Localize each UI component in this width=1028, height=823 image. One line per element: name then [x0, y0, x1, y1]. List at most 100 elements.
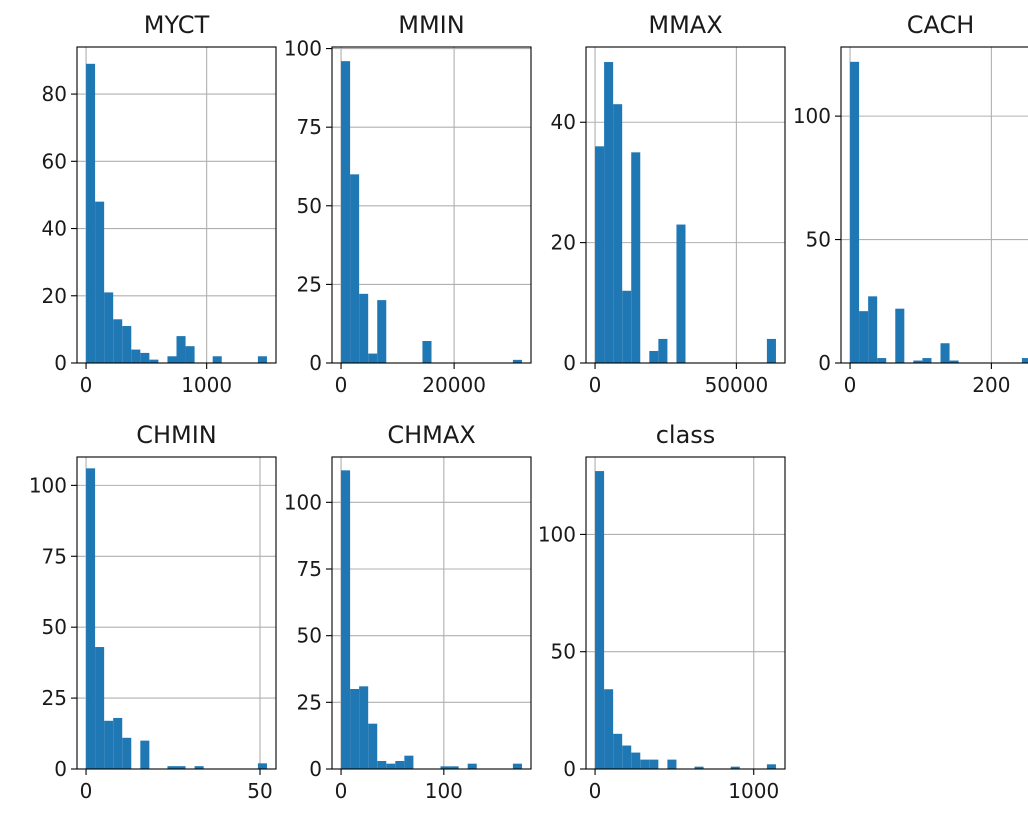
y-tick-label: 100 — [284, 490, 322, 514]
histogram-bar — [404, 755, 414, 769]
histogram-bar — [913, 360, 923, 363]
histogram-bar — [140, 352, 150, 363]
histogram-bar — [850, 61, 860, 363]
x-tick-label: 50 — [247, 779, 272, 803]
histogram-bar — [613, 104, 623, 363]
y-tick-label: 60 — [42, 149, 67, 173]
histogram-bar — [131, 349, 141, 363]
x-tick-label: 1000 — [728, 779, 779, 803]
x-tick-label: 200 — [972, 373, 1010, 397]
subplot-title: CACH — [907, 11, 975, 39]
histogram-bar — [422, 340, 432, 363]
y-tick-label: 0 — [309, 351, 322, 375]
x-tick-label: 0 — [80, 373, 93, 397]
y-tick-label: 25 — [297, 272, 322, 296]
y-tick-label: 100 — [538, 522, 576, 546]
y-tick-label: 80 — [42, 82, 67, 106]
histogram-bar — [868, 296, 878, 363]
histogram-bar — [341, 470, 351, 769]
histogram-bar — [622, 290, 632, 363]
histogram-bar — [167, 766, 177, 769]
histogram-bar — [350, 689, 360, 769]
x-tick-label: 0 — [335, 373, 348, 397]
y-tick-label: 50 — [297, 194, 322, 218]
subplot-title: CHMAX — [387, 421, 475, 449]
subplot-cach: 0 200 0 50 100 CACH — [793, 11, 1028, 397]
y-tick-label: 25 — [42, 686, 67, 710]
histogram-bar — [604, 62, 614, 364]
histogram-bar — [257, 356, 267, 363]
histogram-bar — [257, 763, 267, 769]
histogram-bar — [86, 468, 96, 769]
histogram-bar — [140, 740, 150, 769]
histogram-bar — [631, 152, 641, 363]
axes-frame — [840, 46, 1028, 364]
histogram-bar — [440, 766, 450, 769]
y-tick-label: 0 — [309, 757, 322, 781]
x-tick-label: 0 — [335, 779, 348, 803]
histogram-bar — [859, 311, 869, 363]
histogram-bar — [640, 759, 650, 769]
histogram-bar — [622, 745, 632, 769]
histogram-bar — [341, 61, 351, 363]
y-tick-label: 50 — [551, 640, 576, 664]
histogram-bar — [185, 346, 195, 363]
histogram-bar — [940, 343, 950, 363]
histogram-bar — [359, 293, 369, 363]
axes-frame — [585, 46, 786, 364]
histogram-bar — [113, 319, 123, 363]
histogram-bar — [122, 737, 132, 769]
histogram-bar — [467, 763, 477, 769]
histogram-bar — [922, 358, 932, 363]
histogram-bar — [395, 761, 405, 769]
histogram-bar — [449, 766, 459, 769]
histogram-bar — [595, 471, 605, 769]
y-tick-label: 0 — [563, 757, 576, 781]
histogram-bar — [167, 356, 177, 363]
subplot-class: 0 1000 0 50 100 class — [538, 421, 786, 803]
histogram-bar — [386, 763, 396, 769]
subplot-mmax: 0 50000 0 20 40 MMAX — [551, 11, 786, 397]
histogram-bar — [649, 350, 659, 363]
histogram-bar — [877, 358, 887, 363]
axes-frame — [76, 456, 277, 770]
axes-frame — [585, 456, 786, 770]
histogram-bar — [1021, 358, 1028, 363]
subplot-chmax: 0 100 0 25 50 75 100 CHMAX — [284, 421, 532, 803]
histogram-bar — [104, 720, 114, 769]
histogram-bar — [95, 647, 105, 769]
x-tick-label: 50000 — [705, 373, 769, 397]
histogram-bar — [949, 360, 959, 363]
histogram-bar — [766, 764, 776, 769]
histogram-bar — [649, 759, 659, 769]
histogram-bar — [766, 338, 776, 363]
subplot-chmin: 0 50 0 25 50 75 100 CHMIN — [29, 421, 277, 803]
x-tick-label: 0 — [589, 779, 602, 803]
histogram-bar — [368, 723, 378, 769]
histogram-bar — [194, 766, 204, 769]
subplot-myct: 0 1000 0 20 40 60 80 MYCT — [42, 11, 277, 397]
histogram-bar — [604, 689, 614, 769]
y-tick-label: 75 — [297, 557, 322, 581]
histogram-bar — [104, 292, 114, 363]
histogram-bar — [350, 174, 360, 363]
histogram-bar — [595, 146, 605, 363]
x-tick-label: 0 — [80, 779, 93, 803]
histogram-bar — [368, 353, 378, 363]
histogram-bar — [86, 63, 96, 364]
y-tick-label: 40 — [42, 217, 67, 241]
histogram-bar — [730, 766, 740, 769]
y-tick-label: 100 — [793, 104, 831, 128]
histogram-bar — [113, 717, 123, 769]
histogram-bar — [895, 308, 905, 363]
x-tick-label: 20000 — [422, 373, 486, 397]
y-tick-label: 40 — [551, 110, 576, 134]
y-tick-label: 20 — [42, 284, 67, 308]
axes-frame — [76, 46, 277, 364]
y-tick-label: 0 — [818, 351, 831, 375]
histogram-bar — [149, 359, 159, 363]
x-tick-label: 0 — [589, 373, 602, 397]
y-tick-label: 0 — [54, 351, 67, 375]
subplot-title: MYCT — [144, 11, 210, 39]
